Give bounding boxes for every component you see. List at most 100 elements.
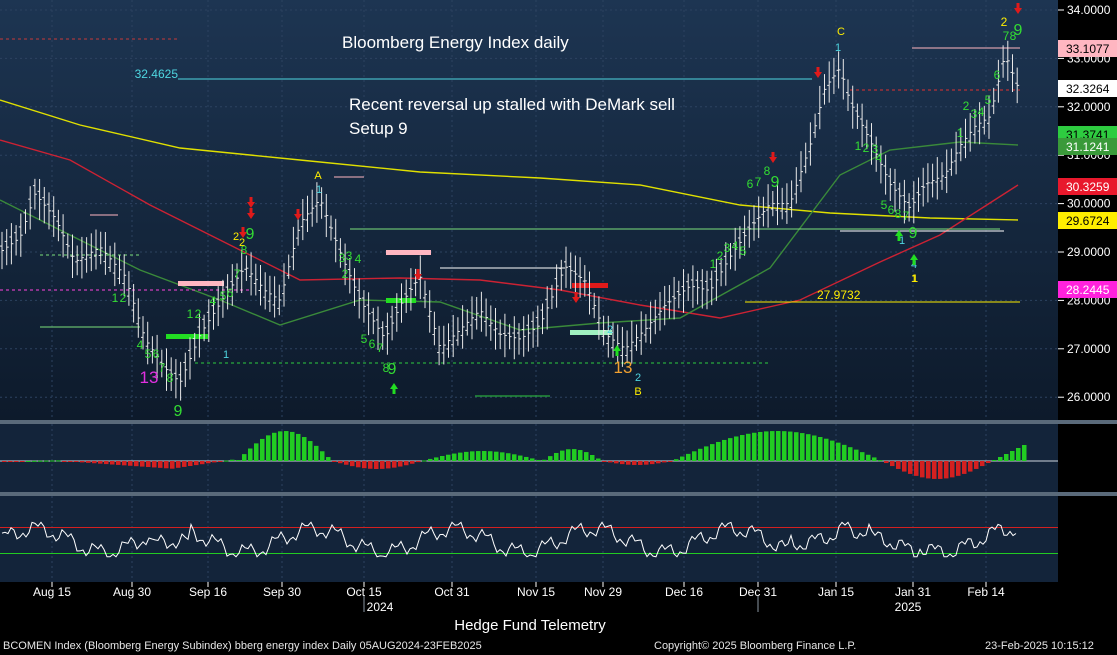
hist-bar <box>74 461 79 462</box>
hist-bar <box>320 451 325 461</box>
sell-arrow <box>294 214 302 220</box>
hist-bar <box>806 434 811 461</box>
demark-count: 6 <box>153 347 160 361</box>
demark-count: 2 <box>233 231 239 243</box>
demark-count: 1 <box>223 349 229 361</box>
price-tag-label: 32.3264 <box>1066 82 1110 96</box>
demark-count: 9 <box>771 174 780 191</box>
histogram-panel-bg <box>0 424 1058 492</box>
hist-bar <box>236 460 241 462</box>
demark-count: 2 <box>1001 15 1008 29</box>
panel-divider <box>0 420 1117 424</box>
arrow-stem <box>897 236 901 241</box>
x-tick-label: Sep 30 <box>263 585 301 599</box>
hist-bar <box>188 461 193 466</box>
hist-bar <box>866 454 871 461</box>
chart-annotation-line1: Recent reversal up stalled with DeMark s… <box>349 95 675 114</box>
hist-bar <box>338 461 343 464</box>
setup-bar <box>570 330 612 335</box>
hist-bar <box>830 440 835 461</box>
x-tick-label: Jan 15 <box>818 585 854 599</box>
sell-arrow <box>1014 8 1022 14</box>
osc-line <box>1 521 1017 558</box>
price-tag-label: 31.1241 <box>1066 140 1110 154</box>
hist-bar <box>896 461 901 469</box>
hist-bar <box>140 461 145 467</box>
y-tick-label: 30.0000 <box>1067 197 1111 211</box>
hist-bar <box>224 460 229 462</box>
hist-bar <box>2 461 7 462</box>
price-tag <box>1058 138 1117 155</box>
demark-count: 1 <box>899 235 905 247</box>
hist-bar <box>524 456 529 461</box>
arrow-stem <box>816 67 820 72</box>
hist-bar <box>794 432 799 461</box>
hist-bar <box>1016 448 1021 461</box>
arrow-stem <box>392 389 396 394</box>
hist-bar <box>536 459 541 461</box>
hist-bar <box>512 454 517 461</box>
price-bars <box>0 40 1020 401</box>
hist-bar <box>356 461 361 468</box>
footer-copyright: Copyright© 2025 Bloomberg Finance L.P. <box>654 640 857 652</box>
chart-title: Bloomberg Energy Index daily <box>342 33 569 52</box>
demark-count: 1 <box>855 139 862 153</box>
demark-count: 8 <box>764 164 771 178</box>
hist-bar <box>542 459 547 461</box>
x-axis-bg <box>0 582 1117 637</box>
hist-bar <box>488 451 493 461</box>
demark-count: 7 <box>1003 29 1010 43</box>
hist-bar <box>248 448 253 461</box>
buy-arrow <box>390 383 398 389</box>
x-tick-label: Dec 16 <box>665 585 703 599</box>
hist-bar <box>260 438 265 461</box>
hist-bar <box>698 448 703 461</box>
hist-bar <box>464 451 469 461</box>
hist-bar <box>836 442 841 461</box>
hist-bar <box>254 443 259 461</box>
y-tick-label: 27.0000 <box>1067 342 1111 356</box>
demark-count: 5 <box>145 347 152 361</box>
hist-bar <box>662 461 667 463</box>
hist-bar <box>380 461 385 469</box>
hist-bar <box>704 446 709 461</box>
wave-label: A <box>314 170 322 182</box>
demark-count: 3 <box>346 249 353 263</box>
hist-bar <box>734 436 739 461</box>
hist-bar <box>158 461 163 468</box>
hist-bar <box>38 460 43 462</box>
demark-count: 7 <box>234 267 241 281</box>
price-tag <box>1058 212 1117 229</box>
demark-count: 5 <box>361 332 368 346</box>
buy-arrow <box>613 345 621 351</box>
hist-bar <box>920 461 925 478</box>
year-label: 2025 <box>895 600 922 614</box>
demark-count: 8 <box>241 243 248 257</box>
hist-bar <box>782 431 787 461</box>
hist-bar <box>86 461 91 463</box>
hist-bar <box>668 461 673 462</box>
hist-bar <box>776 431 781 461</box>
hist-bar <box>632 461 637 465</box>
hist-bar <box>854 449 859 461</box>
level-label: 27.9732 <box>817 288 861 302</box>
hist-bar <box>626 461 631 465</box>
hist-bar <box>770 431 775 461</box>
x-tick-label: Aug 30 <box>113 585 151 599</box>
price-tag <box>1058 178 1117 195</box>
setup-bar <box>166 334 208 339</box>
demark-count: 9 <box>246 226 255 243</box>
year-label: 2024 <box>367 600 394 614</box>
arrow-stem <box>771 152 775 157</box>
x-tick-label: Jan 31 <box>895 585 931 599</box>
sell-arrow <box>814 72 822 78</box>
demark-count: 2 <box>239 237 245 249</box>
level-lines <box>0 38 1020 397</box>
hist-bar <box>458 452 463 461</box>
hist-bar <box>80 461 85 463</box>
hist-bar <box>410 461 415 464</box>
hist-bar <box>404 461 409 466</box>
demark-count: 3 <box>971 107 978 121</box>
demark-count: 5 <box>220 289 227 303</box>
demark-count: 2 <box>195 307 202 321</box>
